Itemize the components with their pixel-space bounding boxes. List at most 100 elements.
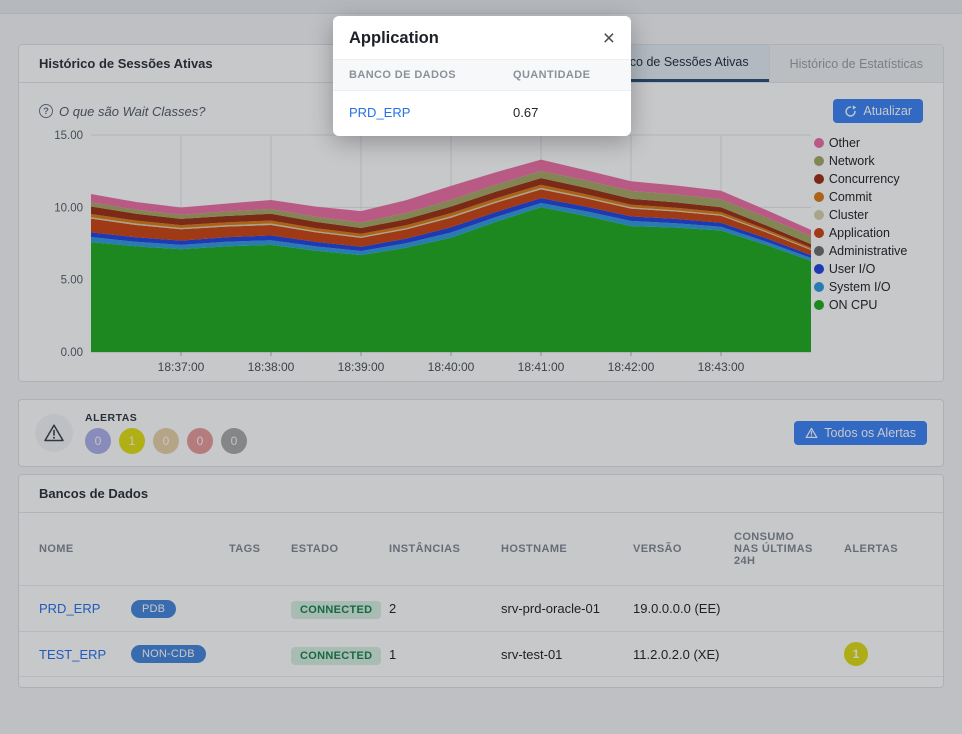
legend-label: User I/O [828, 262, 876, 276]
legend-dot [813, 138, 824, 148]
db-version-cell: 11.2.0.2.0 (XE) [633, 646, 720, 662]
svg-text:18:42:00: 18:42:00 [608, 360, 655, 374]
legend-label: Network [828, 154, 875, 168]
question-circle-icon: ? [39, 104, 53, 118]
alert-badge-3[interactable]: 0 [187, 428, 213, 454]
chart-legend: Other Network Concurrency Commit Cluster Appl… [813, 129, 939, 381]
legend-dot [813, 156, 824, 166]
series-concurrency[interactable] [91, 178, 811, 248]
legend-dot [813, 246, 824, 256]
warning-triangle-icon [805, 427, 818, 439]
wait-classes-help-link[interactable]: ? O que são Wait Classes? [39, 104, 205, 119]
warning-triangle-icon [44, 424, 64, 442]
svg-text:18:43:00: 18:43:00 [698, 360, 745, 374]
series-user-i-o[interactable] [91, 198, 811, 258]
legend-item-concurrency[interactable]: Concurrency [813, 170, 939, 188]
tab-historico-estatisticas[interactable]: Histórico de Estatísticas [768, 45, 943, 82]
series-application[interactable] [91, 189, 811, 256]
chart-tabs: Histórico de Sessões Ativas Histórico de… [573, 45, 943, 82]
db-table-header: NOME TAGS ESTADO INSTÂNCIAS HOSTNAME VERSÃO CO… [19, 513, 943, 585]
series-on-cpu[interactable] [91, 207, 811, 352]
databases-table: NOME TAGS ESTADO INSTÂNCIAS HOSTNAME VERSÃO CO… [19, 513, 943, 677]
db-col-consumo-nas-ltimas-24h: CONSUMO NAS ÚLTIMAS 24H [734, 531, 813, 567]
db-alert-count-badge[interactable]: 1 [844, 642, 868, 666]
legend-label: Cluster [828, 208, 869, 222]
active-sessions-chart[interactable]: 0.00 5.00 10.00 15.00 18:37:00 18:38:00 18:39:… [19, 129, 814, 381]
legend-dot [813, 282, 824, 292]
db-instances-cell: 1 [389, 646, 397, 662]
legend-label: Administrative [828, 244, 908, 258]
application-modal: Application × BANCO DE DADOS QUANTIDADE … [333, 16, 631, 136]
db-col-estado: ESTADO [291, 543, 339, 555]
svg-text:18:37:00: 18:37:00 [158, 360, 205, 374]
svg-text:18:38:00: 18:38:00 [248, 360, 295, 374]
svg-text:0.00: 0.00 [61, 347, 83, 359]
db-row-prd_erp[interactable]: PRD_ERP PDB CONNECTED 2 srv-prd-oracle-01 19.… [19, 585, 943, 631]
legend-item-on-cpu[interactable]: ON CPU [813, 296, 939, 314]
svg-text:18:40:00: 18:40:00 [428, 360, 475, 374]
db-col-vers-o: VERSÃO [633, 543, 682, 555]
close-icon[interactable]: × [602, 26, 615, 50]
db-status-badge: CONNECTED [291, 646, 382, 665]
modal-col-quantidade: QUANTIDADE [513, 69, 591, 81]
legend-dot [813, 264, 824, 274]
legend-dot [813, 228, 824, 238]
svg-text:10.00: 10.00 [54, 202, 83, 214]
series-other[interactable] [91, 159, 811, 236]
legend-label: System I/O [828, 280, 891, 294]
db-col-inst-ncias: INSTÂNCIAS [389, 543, 461, 555]
svg-text:18:39:00: 18:39:00 [338, 360, 385, 374]
legend-dot [813, 174, 824, 184]
alert-badge-4[interactable]: 0 [221, 428, 247, 454]
refresh-icon [845, 104, 857, 117]
alert-badge-2[interactable]: 0 [153, 428, 179, 454]
legend-item-user-i-o[interactable]: User I/O [813, 260, 939, 278]
legend-item-system-i-o[interactable]: System I/O [813, 278, 939, 296]
alert-badge-0[interactable]: 0 [85, 428, 111, 454]
legend-item-cluster[interactable]: Cluster [813, 206, 939, 224]
legend-label: Commit [828, 190, 872, 204]
legend-item-other[interactable]: Other [813, 134, 939, 152]
db-hostname-cell: srv-prd-oracle-01 [501, 601, 600, 616]
modal-db-value: 0.67 [513, 105, 539, 120]
legend-item-network[interactable]: Network [813, 152, 939, 170]
svg-text:5.00: 5.00 [61, 275, 83, 287]
databases-card-title: Bancos de Dados [39, 486, 149, 501]
svg-text:18:41:00: 18:41:00 [518, 360, 565, 374]
legend-item-application[interactable]: Application [813, 224, 939, 242]
legend-item-commit[interactable]: Commit [813, 188, 939, 206]
modal-title: Application [349, 29, 439, 47]
legend-label: Concurrency [828, 172, 900, 186]
dashboard-page: Histórico de Sessões Ativas Histórico de… [0, 44, 962, 688]
db-col-alertas: ALERTAS [844, 543, 898, 555]
svg-text:15.00: 15.00 [54, 130, 83, 142]
chart-card-header: Histórico de Sessões Ativas Histórico de… [19, 45, 943, 83]
db-hostname-cell: srv-test-01 [501, 646, 563, 662]
all-alerts-button[interactable]: Todos os Alertas [794, 421, 927, 445]
legend-label: ON CPU [828, 298, 878, 312]
db-col-hostname: HOSTNAME [501, 543, 568, 555]
refresh-button[interactable]: Atualizar [833, 99, 923, 123]
db-col-tags: TAGS [229, 543, 261, 555]
legend-dot [813, 192, 824, 202]
alert-badge-1[interactable]: 1 [119, 428, 145, 454]
db-name-link[interactable]: TEST_ERP [39, 646, 107, 662]
db-row-test_erp[interactable]: TEST_ERP NON-CDB CONNECTED 1 srv-test-01 11.2… [19, 631, 943, 677]
alerts-icon-circle [35, 414, 73, 452]
legend-label: Other [828, 136, 861, 150]
wait-classes-help-text: O que são Wait Classes? [59, 103, 206, 119]
modal-data-row: PRD_ERP 0.67 [333, 91, 631, 136]
legend-item-administrative[interactable]: Administrative [813, 242, 939, 260]
modal-db-link[interactable]: PRD_ERP [349, 105, 411, 120]
db-name-link[interactable]: PRD_ERP [39, 601, 101, 616]
alerts-label: ALERTAS [85, 412, 138, 424]
db-tag-badge: NON-CDB [131, 645, 206, 663]
legend-dot [813, 210, 824, 220]
db-version-cell: 19.0.0.0.0 (EE) [633, 601, 721, 616]
db-alerts-cell: 1 [844, 642, 943, 666]
modal-col-banco-de-dados: BANCO DE DADOS [349, 69, 457, 81]
legend-label: Application [828, 226, 890, 240]
db-instances-cell: 2 [389, 601, 397, 616]
chart-card-title: Histórico de Sessões Ativas [39, 56, 213, 71]
